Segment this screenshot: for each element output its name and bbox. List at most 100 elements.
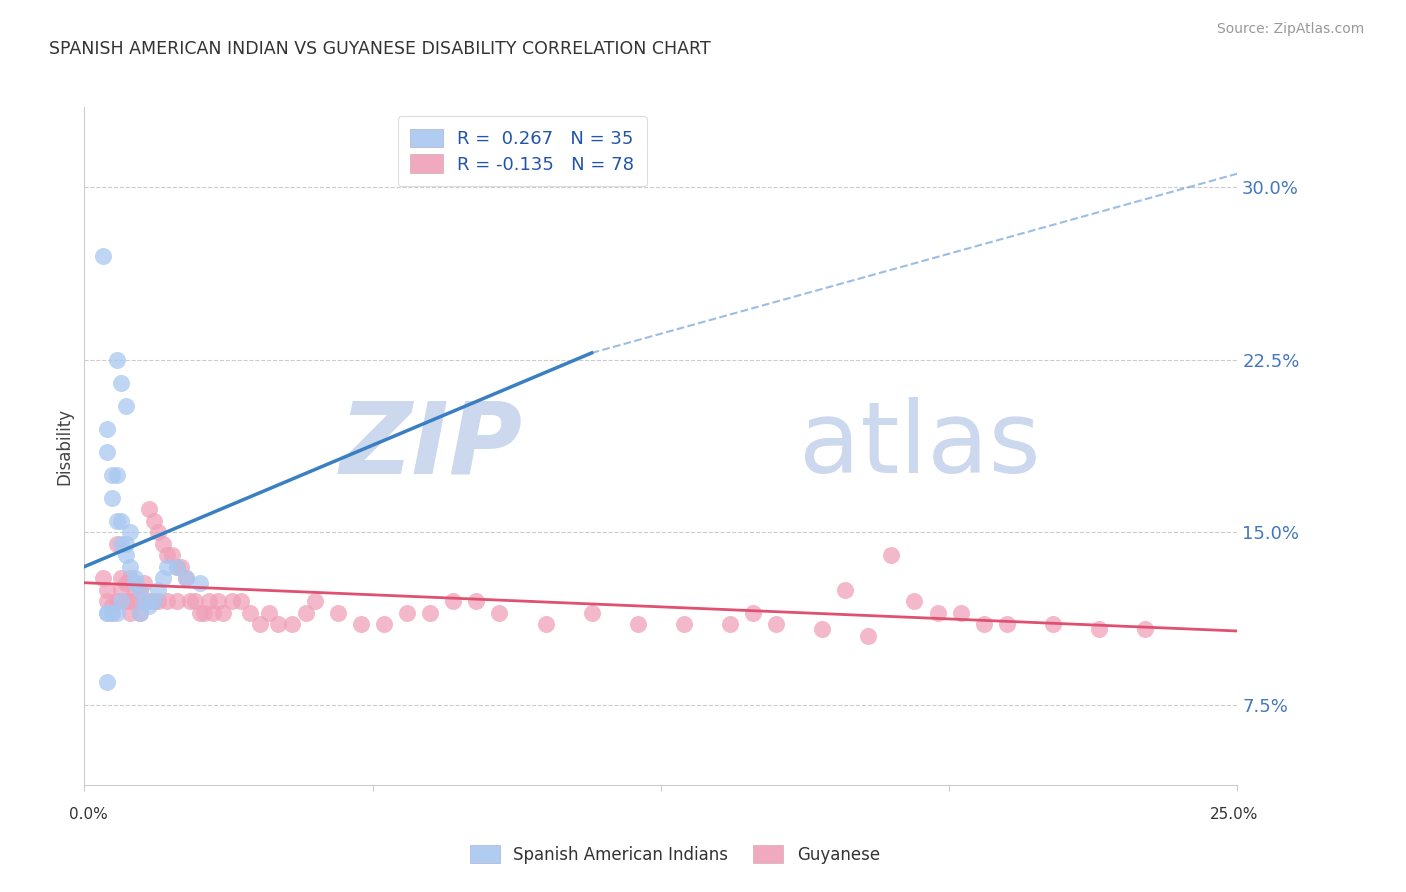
Point bbox=[488, 606, 510, 620]
Point bbox=[96, 444, 118, 458]
Point bbox=[110, 536, 132, 550]
Text: Source: ZipAtlas.com: Source: ZipAtlas.com bbox=[1216, 22, 1364, 37]
Point bbox=[105, 536, 128, 550]
Point bbox=[765, 617, 787, 632]
Point bbox=[188, 575, 211, 590]
Point bbox=[142, 594, 165, 608]
Point bbox=[742, 606, 765, 620]
Point bbox=[239, 606, 262, 620]
Point bbox=[138, 594, 160, 608]
Point bbox=[811, 622, 834, 636]
Point bbox=[101, 599, 124, 613]
Point bbox=[184, 594, 207, 608]
Point bbox=[91, 249, 114, 263]
Text: 0.0%: 0.0% bbox=[69, 807, 108, 822]
Point bbox=[880, 548, 903, 562]
Point bbox=[105, 352, 128, 367]
Point bbox=[110, 376, 132, 390]
Point bbox=[396, 606, 419, 620]
Point bbox=[128, 582, 150, 597]
Point bbox=[115, 399, 138, 413]
Point bbox=[146, 594, 169, 608]
Point bbox=[949, 606, 972, 620]
Point bbox=[221, 594, 243, 608]
Point bbox=[146, 582, 169, 597]
Point bbox=[834, 582, 856, 597]
Point bbox=[152, 571, 174, 585]
Point bbox=[267, 617, 290, 632]
Point bbox=[211, 606, 233, 620]
Point bbox=[179, 594, 201, 608]
Point bbox=[105, 514, 128, 528]
Point bbox=[304, 594, 326, 608]
Point bbox=[373, 617, 395, 632]
Point bbox=[120, 559, 142, 574]
Point bbox=[105, 606, 128, 620]
Point bbox=[101, 467, 124, 482]
Point bbox=[202, 606, 225, 620]
Point bbox=[441, 594, 464, 608]
Point bbox=[973, 617, 995, 632]
Point bbox=[350, 617, 373, 632]
Point bbox=[110, 582, 132, 597]
Point bbox=[1042, 617, 1064, 632]
Point bbox=[146, 525, 169, 540]
Point bbox=[96, 606, 118, 620]
Point bbox=[419, 606, 441, 620]
Point bbox=[96, 594, 118, 608]
Point bbox=[294, 606, 316, 620]
Point bbox=[138, 599, 160, 613]
Point bbox=[101, 606, 124, 620]
Text: 25.0%: 25.0% bbox=[1211, 807, 1258, 822]
Point bbox=[115, 536, 138, 550]
Point bbox=[124, 594, 146, 608]
Point bbox=[105, 594, 128, 608]
Point bbox=[858, 629, 880, 643]
Point bbox=[128, 582, 150, 597]
Point bbox=[96, 674, 118, 689]
Point bbox=[156, 594, 179, 608]
Point bbox=[193, 606, 215, 620]
Point bbox=[110, 514, 132, 528]
Point bbox=[1133, 622, 1156, 636]
Point bbox=[534, 617, 557, 632]
Legend: R =  0.267   N = 35, R = -0.135   N = 78: R = 0.267 N = 35, R = -0.135 N = 78 bbox=[398, 116, 647, 186]
Point bbox=[142, 514, 165, 528]
Point bbox=[174, 571, 197, 585]
Point bbox=[156, 559, 179, 574]
Point bbox=[120, 606, 142, 620]
Point bbox=[96, 582, 118, 597]
Point bbox=[124, 571, 146, 585]
Point bbox=[156, 548, 179, 562]
Point bbox=[128, 606, 150, 620]
Point bbox=[627, 617, 650, 632]
Point bbox=[142, 594, 165, 608]
Point bbox=[326, 606, 349, 620]
Point bbox=[174, 571, 197, 585]
Point bbox=[231, 594, 253, 608]
Point bbox=[124, 582, 146, 597]
Point bbox=[281, 617, 304, 632]
Point bbox=[115, 594, 138, 608]
Point bbox=[927, 606, 949, 620]
Point bbox=[903, 594, 925, 608]
Point bbox=[198, 594, 221, 608]
Point bbox=[110, 571, 132, 585]
Point bbox=[170, 559, 193, 574]
Point bbox=[134, 594, 156, 608]
Point bbox=[672, 617, 695, 632]
Point bbox=[128, 606, 150, 620]
Point bbox=[581, 606, 603, 620]
Point bbox=[257, 606, 280, 620]
Point bbox=[718, 617, 741, 632]
Point bbox=[134, 575, 156, 590]
Point bbox=[96, 422, 118, 436]
Point bbox=[101, 491, 124, 505]
Point bbox=[1088, 622, 1111, 636]
Point bbox=[120, 571, 142, 585]
Point bbox=[465, 594, 488, 608]
Point bbox=[134, 594, 156, 608]
Point bbox=[160, 548, 183, 562]
Point bbox=[166, 559, 188, 574]
Point bbox=[995, 617, 1018, 632]
